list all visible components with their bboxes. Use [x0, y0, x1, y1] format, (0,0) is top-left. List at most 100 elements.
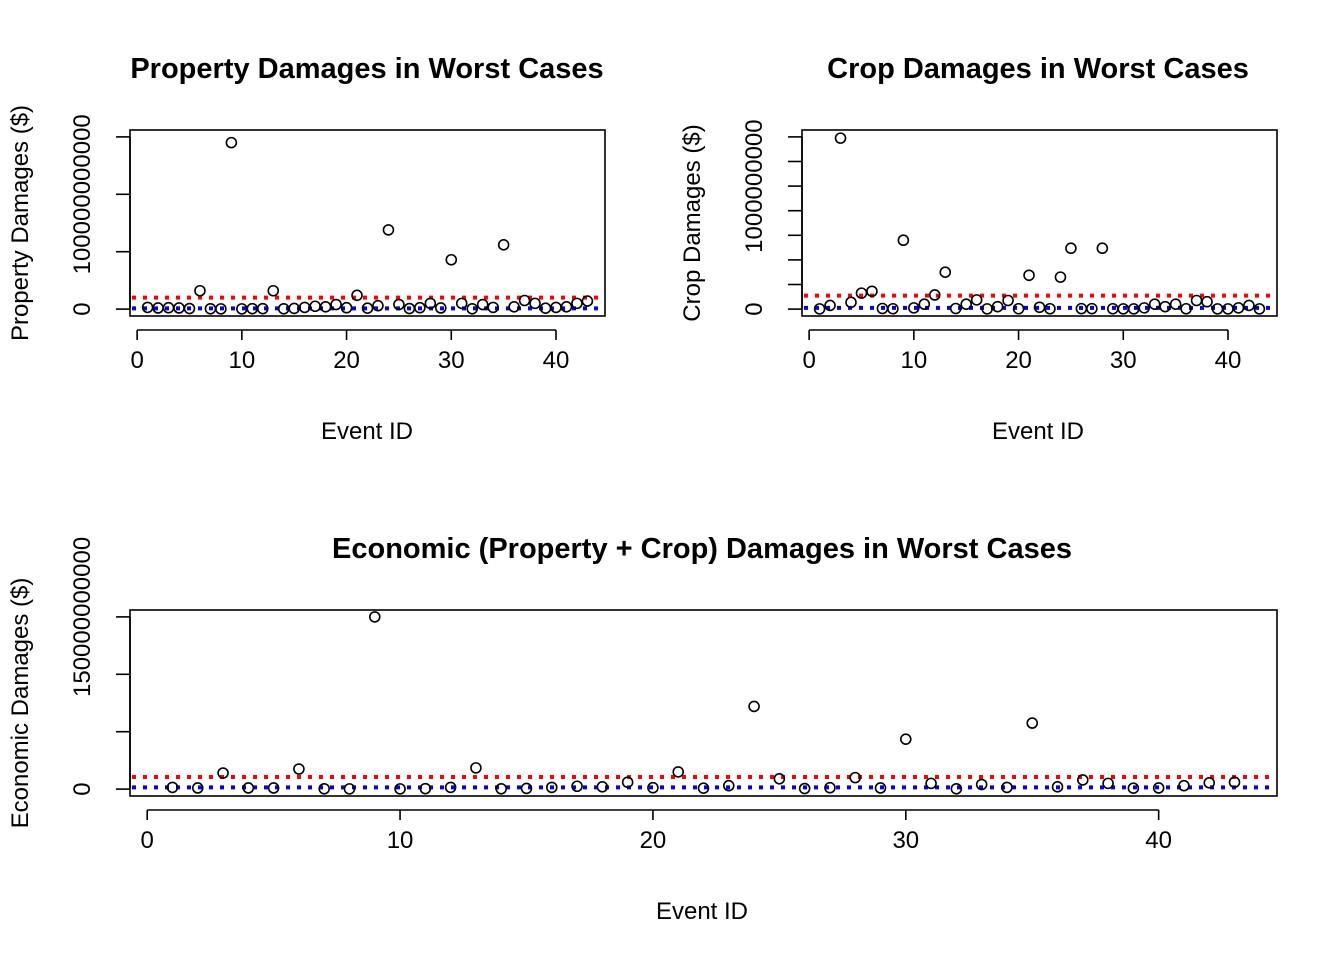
crop-data-point — [981, 303, 993, 315]
economic-data-point — [1127, 782, 1140, 794]
crop-data-point — [1096, 242, 1109, 255]
property-data-point — [581, 295, 594, 307]
property-data-point — [424, 297, 437, 310]
economic-data-point — [849, 771, 862, 784]
crop-data-point — [1201, 295, 1213, 308]
economic-data-point — [495, 782, 508, 795]
economic-x-tick-label: 30 — [892, 827, 919, 854]
economic-data-point — [621, 776, 634, 789]
crop-x-tick-label: 40 — [1215, 347, 1242, 374]
crop-data-point — [1169, 298, 1182, 310]
crop-data-point — [960, 298, 972, 310]
crop-x-axis: 0 10 20 30 40 — [802, 329, 1242, 374]
economic-data-point — [571, 780, 583, 793]
crop-data-point — [1012, 302, 1025, 315]
economic-data-point — [697, 782, 710, 794]
property-data-point — [372, 299, 384, 312]
economic-x-tick-label: 20 — [640, 827, 667, 854]
economic-data-point — [444, 781, 457, 794]
property-y-axis: 0 100000000000 — [69, 114, 131, 316]
economic-data-point — [899, 733, 912, 745]
economic-data-point — [394, 783, 406, 795]
crop-data-point — [834, 132, 847, 144]
economic-data-point — [647, 781, 659, 794]
economic-data-point — [545, 781, 558, 794]
property-chart-title: Property Damages in Worst Cases — [130, 53, 603, 85]
property-plot-frame — [129, 129, 606, 317]
crop-data-point — [1086, 302, 1098, 315]
crop-data-point — [1180, 302, 1192, 315]
crop-reference-lines — [804, 293, 1275, 310]
crop-data-point — [1065, 242, 1077, 255]
economic-data-point — [1228, 776, 1241, 789]
economic-data-point — [596, 781, 609, 793]
crop-data-point — [939, 266, 952, 279]
crop-x-tick-label: 10 — [900, 347, 927, 374]
crop-data-point — [949, 302, 962, 315]
economic-x-axis: 0 10 20 30 40 — [141, 809, 1172, 854]
economic-data-point — [824, 781, 836, 794]
property-data-point — [455, 297, 468, 310]
economic-x-tick-label: 40 — [1145, 827, 1172, 854]
economic-data-point — [343, 783, 356, 795]
economic-data-point — [1001, 781, 1013, 794]
crop-y-tick-label: 0 — [741, 302, 768, 315]
crop-data-point — [970, 294, 983, 306]
property-data-point — [476, 298, 489, 311]
economic-data-point — [267, 782, 280, 794]
property-points — [141, 136, 594, 315]
crop-data-point — [918, 298, 931, 310]
crop-x-tick-label: 0 — [802, 347, 815, 374]
economic-data-point — [419, 782, 432, 795]
property-data-point — [571, 297, 583, 310]
crop-data-point — [1232, 302, 1245, 314]
crop-data-point — [845, 296, 857, 309]
economic-y-axis: 0 150000000000 — [69, 537, 131, 796]
crop-data-point — [1138, 302, 1151, 314]
crop-data-point — [1148, 298, 1161, 310]
property-data-point — [309, 300, 321, 313]
property-data-point — [466, 302, 479, 315]
property-data-point — [518, 294, 531, 307]
crop-data-point — [1253, 303, 1266, 315]
crop-data-point — [866, 285, 878, 298]
property-data-point — [508, 301, 520, 313]
property-data-point — [393, 298, 405, 311]
crop-data-point — [908, 302, 920, 314]
property-x-tick-label: 40 — [543, 347, 570, 374]
property-data-point — [256, 302, 269, 315]
economic-x-axis-label: Event ID — [656, 898, 748, 925]
economic-data-point — [773, 772, 786, 785]
property-x-axis: 0 10 20 30 40 — [130, 329, 570, 374]
economic-data-point — [1076, 774, 1089, 786]
economic-data-point — [166, 781, 179, 794]
property-data-point — [194, 284, 206, 297]
economic-chart-title: Economic (Property + Crop) Damages in Wo… — [332, 533, 1072, 565]
crop-data-point — [887, 302, 899, 315]
economic-data-point — [798, 782, 811, 795]
property-x-tick-label: 30 — [438, 347, 465, 374]
economic-y-tick-label: 150000000000 — [69, 537, 96, 697]
crop-x-tick-label: 30 — [1110, 347, 1137, 374]
property-data-point — [319, 301, 332, 313]
crop-damages-panel: Crop Damages in Worst Cases Event ID Cro… — [679, 53, 1278, 445]
economic-y-axis-label: Economic Damages ($) — [7, 578, 34, 829]
property-x-tick-label: 10 — [228, 347, 255, 374]
economic-y-tick-label: 0 — [69, 782, 96, 795]
economic-data-point — [242, 782, 255, 794]
property-data-point — [529, 297, 541, 310]
economic-data-point — [672, 766, 685, 778]
economic-data-point — [722, 779, 735, 792]
crop-x-axis-label: Event ID — [992, 418, 1084, 445]
economic-data-point — [1051, 781, 1064, 793]
crop-chart-title: Crop Damages in Worst Cases — [827, 53, 1249, 85]
crop-data-point — [1190, 294, 1203, 307]
economic-x-tick-label: 0 — [141, 827, 154, 854]
economic-data-point — [748, 700, 760, 713]
economic-data-point — [293, 763, 305, 775]
economic-data-point — [1026, 717, 1039, 729]
crop-data-point — [1023, 269, 1035, 282]
property-data-point — [351, 289, 363, 302]
property-data-point — [445, 253, 458, 266]
